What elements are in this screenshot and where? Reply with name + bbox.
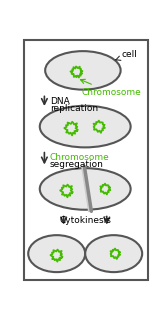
- Ellipse shape: [45, 51, 121, 90]
- Text: cell: cell: [116, 50, 137, 60]
- Ellipse shape: [28, 235, 85, 272]
- Text: Chromosome: Chromosome: [80, 79, 141, 97]
- Ellipse shape: [40, 168, 131, 210]
- Ellipse shape: [40, 106, 131, 147]
- Text: Chromosome: Chromosome: [50, 153, 110, 162]
- Text: Cytokinesis: Cytokinesis: [59, 216, 111, 225]
- Text: DNA: DNA: [50, 97, 69, 106]
- Text: segregation: segregation: [50, 160, 104, 169]
- Ellipse shape: [85, 235, 142, 272]
- Text: replication: replication: [50, 104, 98, 113]
